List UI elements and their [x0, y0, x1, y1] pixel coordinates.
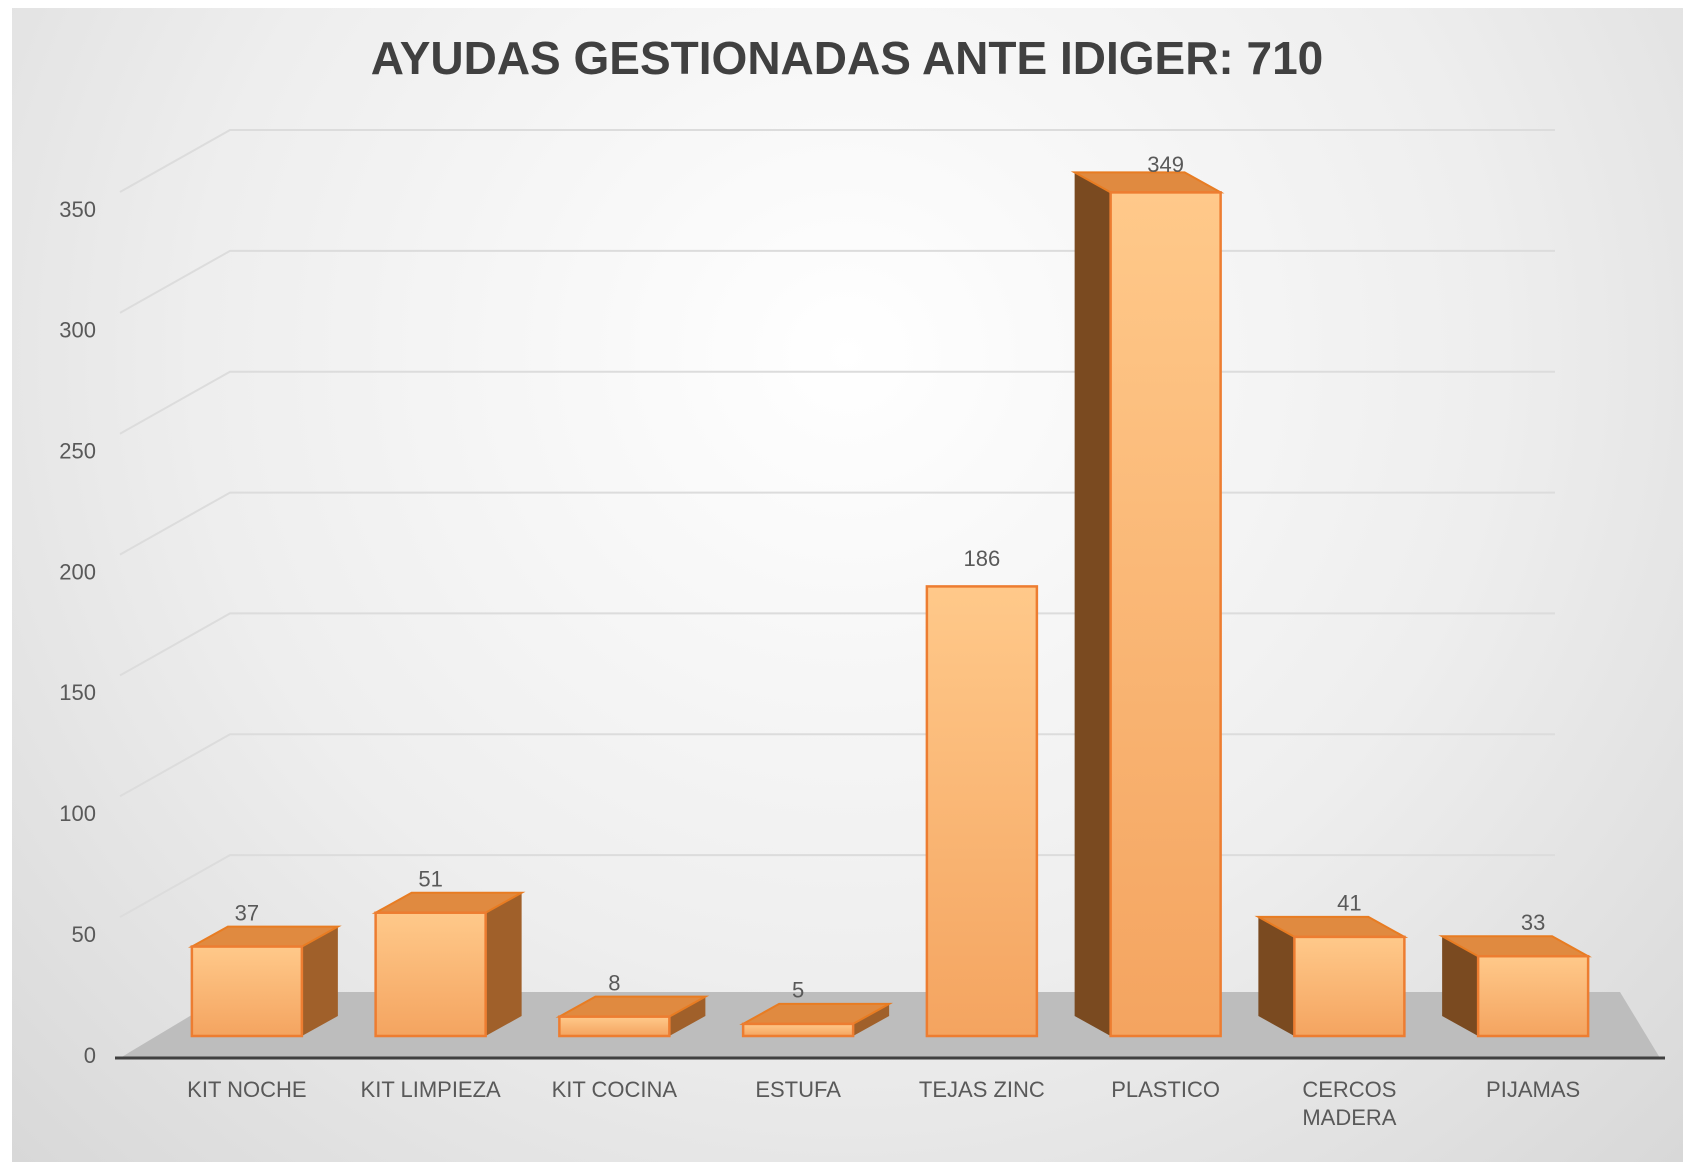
- x-tick-label: CERCOS MADERA: [1302, 1077, 1397, 1130]
- y-tick-label: 300: [59, 318, 96, 343]
- data-label: 349: [1147, 152, 1184, 177]
- x-tick-label: ESTUFA: [755, 1077, 841, 1102]
- bar: [741, 1022, 855, 1038]
- y-tick-label: 100: [59, 801, 96, 826]
- y-tick-label: 150: [59, 680, 96, 705]
- data-label: 8: [608, 970, 620, 995]
- x-tick-label: KIT LIMPIEZA: [360, 1077, 501, 1102]
- chart-title: AYUDAS GESTIONADAS ANTE IDIGER: 710: [371, 32, 1324, 84]
- grid-line: [119, 129, 1555, 193]
- data-label: 5: [792, 978, 804, 1003]
- bar-side: [1258, 916, 1295, 1036]
- y-tick-label: 0: [84, 1043, 96, 1068]
- x-tick-label: PIJAMAS: [1486, 1077, 1581, 1102]
- grid-line: [119, 370, 1555, 435]
- data-label: 33: [1521, 910, 1545, 935]
- y-tick-label: 250: [59, 439, 96, 464]
- bar-side: [853, 1003, 890, 1036]
- data-label: 37: [235, 900, 259, 925]
- bar-side: [485, 892, 522, 1036]
- grid-line: [119, 733, 1555, 798]
- bar-side: [1074, 172, 1111, 1037]
- data-label: 51: [418, 867, 442, 892]
- bar: [925, 585, 1039, 1038]
- y-tick-label: 50: [72, 922, 96, 947]
- y-tick-label: 200: [59, 559, 96, 584]
- grid-line: [119, 491, 1555, 556]
- bar: [1293, 935, 1406, 1038]
- bar-side: [1442, 936, 1479, 1036]
- x-tick-label: KIT COCINA: [551, 1077, 678, 1102]
- data-label: 186: [964, 546, 1001, 571]
- bar-side: [669, 996, 706, 1036]
- bar: [190, 945, 304, 1038]
- bar: [558, 1015, 671, 1038]
- grid-line: [119, 612, 1555, 677]
- bar-side: [301, 926, 338, 1036]
- grid-line: [119, 249, 1555, 314]
- bar: [374, 911, 487, 1038]
- floor: [120, 992, 1660, 1058]
- x-tick-label: PLASTICO: [1111, 1077, 1221, 1102]
- x-tick-label: KIT NOCHE: [187, 1077, 307, 1102]
- data-label: 41: [1337, 891, 1361, 916]
- y-tick-label: 350: [59, 197, 96, 222]
- bar: [1109, 191, 1222, 1038]
- bar: [1476, 954, 1590, 1038]
- x-tick-label: TEJAS ZINC: [918, 1077, 1045, 1102]
